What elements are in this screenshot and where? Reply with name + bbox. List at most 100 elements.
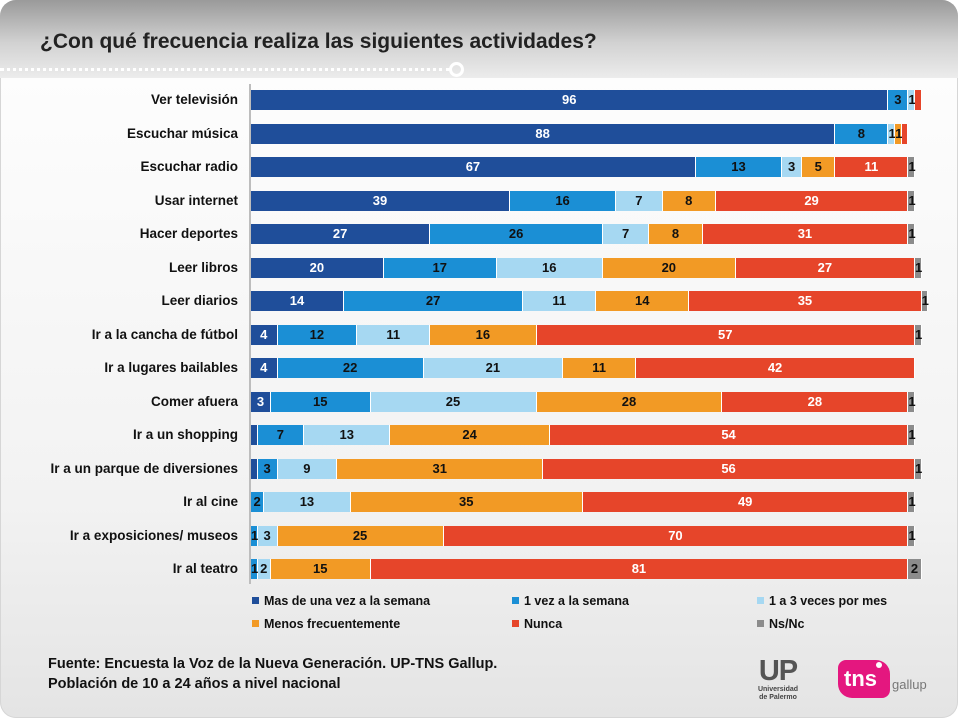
data-label: 14 [289,293,305,308]
bar-segment: 8 [649,224,703,244]
divider-ring-icon [449,62,464,77]
bar-segment: 16 [430,324,537,345]
bar-segment: 15 [270,391,371,412]
bar-segment: 39 [251,190,510,211]
data-label: 1 [908,527,916,543]
data-label: 16 [555,192,570,208]
bar-segment: 7 [257,425,305,445]
bar-segment: 14 [251,291,344,311]
bar-segment [901,123,909,144]
source-footer: Fuente: Encuesta la Voz de la Nueva Gene… [48,654,497,694]
up-logo-subtitle-2: de Palermo [759,694,797,701]
data-label: 27 [817,259,833,275]
bar-segment: 31 [702,224,909,244]
data-label: 96 [561,92,577,107]
stacked-bar-plot: Ver televisión 96 3 1 Escuchar música 88 8 1 1 Es… [0,84,958,584]
legend-label: Ns/Nc [769,617,805,631]
data-label: 14 [635,293,650,308]
data-label: 1 [921,293,929,308]
bar-segment: 3 [782,157,803,177]
data-label: 13 [731,159,746,174]
bar-segment: 3 [251,391,271,412]
category-label: Comer afuera [150,393,238,409]
population-line: Población de 10 a 24 años a nivel nacion… [48,676,341,692]
bar-segment: 42 [636,358,915,378]
bar-segment: 17 [383,257,497,278]
category-label: Leer libros [168,259,238,275]
bar-segment: 1 [908,492,916,512]
bar-segment: 7 [616,190,663,211]
data-label: 1 [915,259,923,275]
bar-segment: 22 [277,358,424,378]
bar-segment: 21 [423,358,564,378]
data-label: 3 [256,393,265,409]
data-label: 27 [425,293,441,308]
data-label: 20 [661,259,677,275]
data-label: 22 [342,360,358,375]
bar-segment: 1 [908,224,916,244]
data-label: 54 [721,427,736,442]
data-label: 21 [485,360,501,375]
legend-item: 1 a 3 veces por mes [757,593,887,609]
bar-segment: 20 [602,257,736,278]
bar-segment: 3 [257,458,278,479]
legend-item: Mas de una vez a la semana [252,593,430,609]
data-label: 1 [908,92,916,107]
data-label: 70 [668,527,683,543]
data-label: 1 [915,460,923,476]
bar-segment: 31 [337,458,544,479]
data-label: 3 [263,460,271,476]
tns-dot-icon [876,662,882,668]
data-label: 1 [908,159,916,174]
legend-item: 1 vez a la semana [512,593,629,609]
data-label: 16 [542,259,557,275]
data-label: 49 [737,494,753,509]
data-label: 1 [908,226,916,241]
data-label: 1 [908,192,916,208]
bar-segment: 1 [908,190,916,211]
data-label: 27 [332,226,348,241]
data-label: 16 [475,326,491,342]
bar-segment: 26 [430,224,603,244]
bar-segment: 5 [802,157,836,177]
category-label: Ir a lugares bailables [104,360,238,375]
data-label: 8 [671,226,680,241]
data-label: 57 [718,326,733,342]
bar-segment: 13 [304,425,391,445]
dotted-divider [0,68,450,71]
bar-segment: 27 [735,257,915,278]
category-label: Ir a exposiciones/ museos [69,527,238,543]
up-logo-subtitle-1: Universidad [757,686,799,693]
title-band [0,0,958,78]
bar-segment: 15 [270,559,371,579]
tns-logo-text: tns [844,666,877,691]
data-label: 35 [797,293,813,308]
bar-segment: 24 [390,425,550,445]
bar-segment: 2 [257,559,271,579]
bar-segment: 57 [536,324,915,345]
data-label: 26 [508,226,524,241]
data-label: 8 [685,192,693,208]
bar-segment: 9 [277,458,338,479]
bar-segment: 54 [549,425,909,445]
data-label: 3 [894,92,902,107]
data-label: 1 [888,125,896,141]
data-label: 24 [462,427,477,442]
legend-swatch [512,620,519,628]
chart-title: ¿Con qué frecuencia realiza las siguient… [40,30,597,53]
bar-segment: 70 [443,525,909,546]
bar-segment: 1 [921,291,929,311]
data-label: 7 [276,427,284,442]
bar-segment: 1 [915,324,922,345]
data-label: 81 [631,561,647,576]
bar-segment: 8 [662,190,716,211]
category-label: Ir a un parque de diversiones [50,460,238,476]
bar-segment: 3 [257,525,278,546]
data-label: 11 [552,293,567,308]
category-label: Ir a la cancha de fútbol [91,326,238,342]
bar-segment: 11 [835,157,909,177]
bar-segment: 29 [715,190,909,211]
category-label: Usar internet [154,192,238,208]
data-label: 56 [721,460,736,476]
data-label: 3 [788,159,796,174]
